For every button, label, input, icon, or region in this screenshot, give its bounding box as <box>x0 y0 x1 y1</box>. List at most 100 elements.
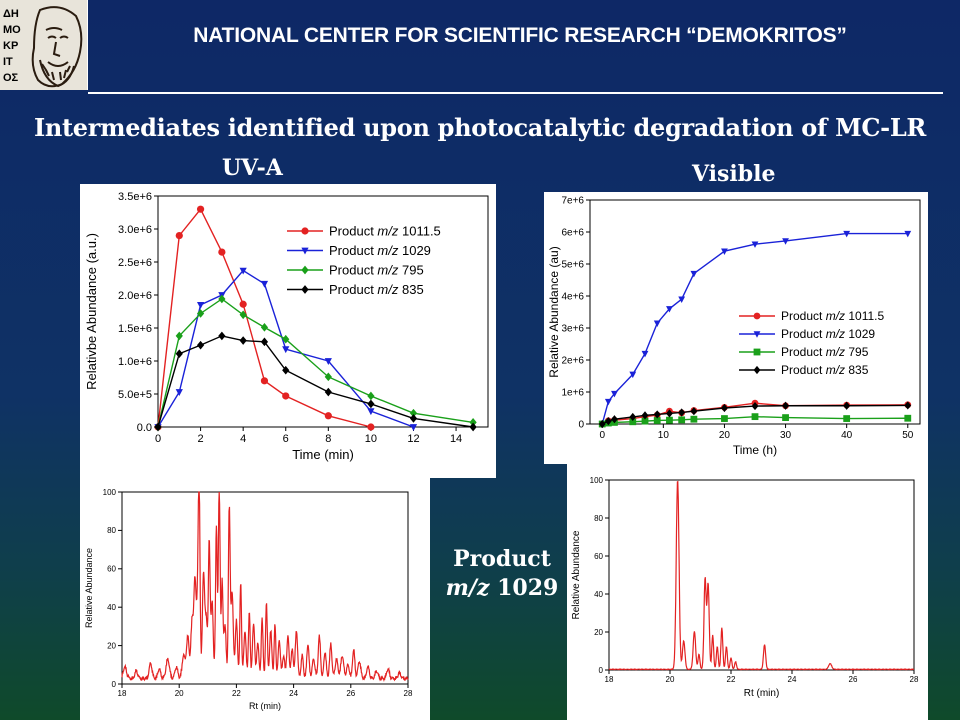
data-point <box>196 302 205 309</box>
x-tick-label: 20 <box>666 675 675 684</box>
x-tick-label: 14 <box>450 433 462 445</box>
y-tick-label: 100 <box>590 476 604 485</box>
data-point <box>409 424 418 431</box>
y-tick-label: 20 <box>594 628 603 637</box>
product-label: Product m/z 1029 <box>432 545 572 603</box>
data-point <box>282 334 290 344</box>
data-point <box>690 407 698 416</box>
legend-marker <box>301 247 309 255</box>
data-point <box>751 241 759 248</box>
data-point <box>641 411 649 420</box>
logo-letters-3: ΚΡ <box>3 40 18 52</box>
legend-label-value: 1011.5 <box>398 224 440 239</box>
data-point <box>324 372 332 382</box>
data-point <box>196 205 205 213</box>
data-point <box>324 412 332 420</box>
legend-marker <box>301 285 309 294</box>
x-tick-label: 40 <box>841 430 853 441</box>
y-axis-label: Relativbe Abundance (a.u.) <box>84 233 99 390</box>
chromatogram-visible-chart: 18 20 22 24 26 28 0 20 40 60 80 100 Rt (min) Relative… <box>567 464 928 720</box>
y-tick-label: 0 <box>599 666 604 675</box>
series-line <box>157 335 474 428</box>
legend-entry-2: Product m/z 795 <box>287 263 424 278</box>
data-point <box>282 365 290 375</box>
x-tick-label: 12 <box>407 433 419 445</box>
x-tick-label: 22 <box>727 675 736 684</box>
y-tick-label: 40 <box>594 590 603 599</box>
legend-label-value: 835 <box>398 282 423 297</box>
y-tick-label: 80 <box>107 526 116 535</box>
data-point <box>218 294 226 304</box>
data-point <box>260 323 269 332</box>
data-point <box>367 423 375 431</box>
legend-label: Product m/z 835 <box>329 282 424 297</box>
data-point <box>367 399 375 409</box>
data-point <box>175 331 183 341</box>
data-point <box>629 418 637 426</box>
demokritos-logo: ΔΗ ΜΟ ΚΡ ΙΤ ΟΣ <box>0 0 88 90</box>
x-tick-label: 24 <box>788 675 797 684</box>
data-point <box>604 398 612 406</box>
legend-entry-0: Product m/z 1011.5 <box>287 224 441 239</box>
legend-label-value: 1029 <box>398 243 431 258</box>
y-tick-label: 60 <box>594 552 603 561</box>
legend-label-prefix: Product <box>329 282 377 297</box>
x-tick-label: 0 <box>155 433 161 445</box>
x-axis-label: Rt (min) <box>249 701 281 711</box>
data-point <box>666 409 673 418</box>
legend-entry-3: Product m/z 835 <box>739 363 869 377</box>
chromatogram-trace <box>608 480 915 671</box>
data-point <box>678 408 686 417</box>
y-tick-label: 5e+6 <box>561 260 584 271</box>
x-tick-label: 24 <box>289 689 298 698</box>
x-tick-label: 2 <box>198 433 204 445</box>
data-point <box>782 414 789 421</box>
y-tick-label: 40 <box>107 603 116 612</box>
x-axis-label: Time (h) <box>733 443 777 457</box>
y-tick-label: 3.5e+6 <box>118 191 152 203</box>
x-axis-label: Rt (min) <box>744 688 780 699</box>
x-tick-label: 50 <box>902 430 914 441</box>
data-point <box>604 417 612 426</box>
legend-label-mz: m/z <box>377 224 398 239</box>
data-point <box>239 310 247 320</box>
legend-marker <box>301 265 309 275</box>
y-tick-label: 1e+6 <box>561 388 584 399</box>
x-tick-label: 26 <box>849 675 858 684</box>
legend-label: Product m/z 1011.5 <box>781 309 885 323</box>
x-tick-label: 28 <box>404 689 413 698</box>
data-point <box>239 336 247 345</box>
y-tick-label: 2.0e+6 <box>118 290 152 302</box>
chromatogram-uva-chart: 18 20 22 24 26 28 0 20 40 60 80 100 Rt (min) Relative… <box>80 478 430 720</box>
data-point <box>324 387 332 397</box>
legend-marker <box>753 331 761 338</box>
data-point <box>904 230 912 238</box>
series-3 <box>154 331 477 432</box>
data-point <box>260 280 269 288</box>
product-label-line1: Product <box>453 546 551 572</box>
data-point <box>239 300 247 308</box>
legend-marker <box>753 348 761 356</box>
x-tick-label: 4 <box>240 433 246 445</box>
x-axis-label: Time (min) <box>292 447 354 462</box>
legend-label-prefix: Product <box>781 327 826 341</box>
legend-label-value: 795 <box>845 345 869 359</box>
x-tick-label: 6 <box>283 433 289 445</box>
x-tick-label: 18 <box>118 689 127 698</box>
legend-entry-3: Product m/z 835 <box>287 282 424 297</box>
data-point <box>653 417 661 424</box>
x-tick-label: 22 <box>232 689 241 698</box>
legend-entry-2: Product m/z 795 <box>739 345 869 359</box>
data-point <box>721 248 728 255</box>
data-point <box>282 346 290 354</box>
data-point <box>409 414 418 423</box>
legend-label-mz: m/z <box>377 263 398 278</box>
legend-marker <box>753 312 761 320</box>
legend-label-prefix: Product <box>781 363 826 377</box>
y-tick-label: 1.0e+6 <box>118 356 152 368</box>
data-point <box>678 296 686 303</box>
series-line <box>601 232 908 425</box>
data-point <box>843 401 851 410</box>
legend-label: Product m/z 1011.5 <box>329 224 441 239</box>
y-tick-label: 5.0e+5 <box>118 389 152 401</box>
